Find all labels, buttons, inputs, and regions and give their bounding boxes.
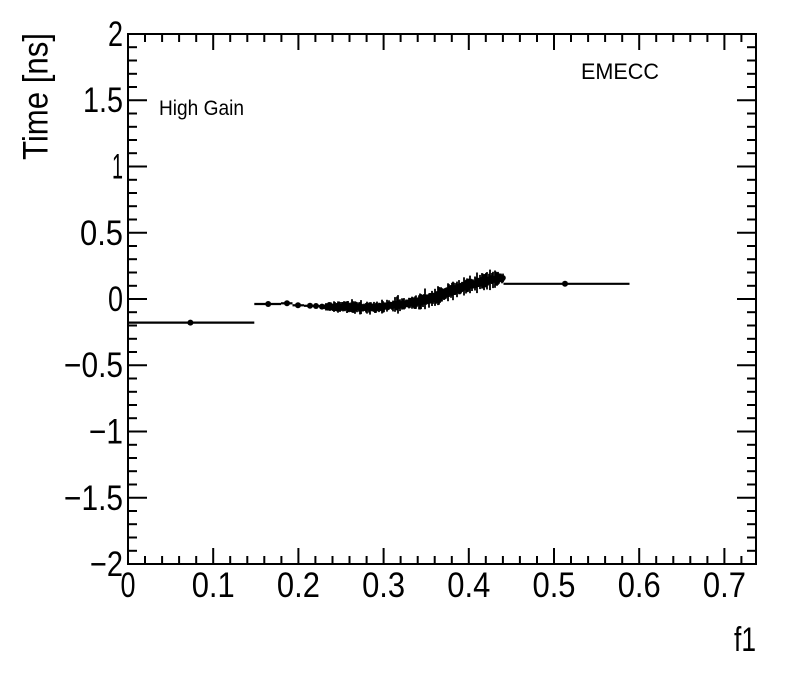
svg-text:f1: f1 <box>734 621 756 659</box>
svg-text:0.3: 0.3 <box>362 566 405 605</box>
svg-text:0: 0 <box>108 280 123 319</box>
svg-text:−1: −1 <box>89 413 123 452</box>
svg-text:2: 2 <box>108 15 123 54</box>
svg-text:0.1: 0.1 <box>192 566 235 605</box>
svg-text:EMECC: EMECC <box>581 59 659 84</box>
svg-text:High Gain: High Gain <box>159 97 244 120</box>
svg-text:0.4: 0.4 <box>447 566 490 605</box>
svg-text:0: 0 <box>121 566 136 605</box>
svg-text:0.2: 0.2 <box>277 566 320 605</box>
svg-text:0.6: 0.6 <box>618 566 661 605</box>
svg-text:1.5: 1.5 <box>83 81 123 120</box>
svg-text:1: 1 <box>112 148 123 187</box>
svg-text:−0.5: −0.5 <box>64 346 123 385</box>
svg-text:Time [ns]: Time [ns] <box>17 33 56 160</box>
svg-text:−2: −2 <box>90 545 123 584</box>
svg-text:−1.5: −1.5 <box>64 479 123 518</box>
svg-text:0.7: 0.7 <box>703 566 746 605</box>
svg-text:0.5: 0.5 <box>80 214 123 253</box>
svg-text:0.5: 0.5 <box>533 566 576 605</box>
